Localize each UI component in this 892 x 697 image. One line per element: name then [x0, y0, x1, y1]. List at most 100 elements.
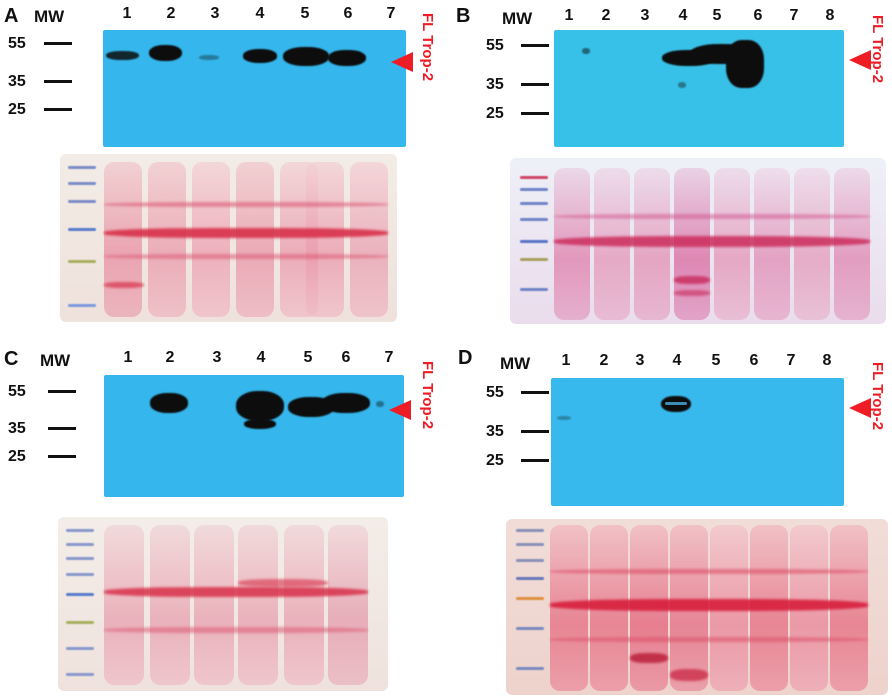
blot-band	[376, 401, 384, 407]
blot-band	[149, 45, 182, 61]
blot-band	[726, 40, 764, 88]
lane-label: 7	[789, 7, 799, 24]
panel-letter: C	[4, 348, 19, 370]
stain-lane	[350, 162, 388, 317]
mw-marker-tick	[521, 459, 549, 462]
ladder-band	[520, 176, 548, 179]
ladder-band	[66, 593, 94, 596]
lane-label: 7	[786, 352, 796, 369]
mw-marker-label: 35	[486, 423, 504, 440]
western-blot-membrane	[554, 30, 844, 147]
stain-band	[674, 290, 710, 296]
lane-label: 2	[166, 5, 176, 22]
mw-marker-label: 55	[8, 383, 26, 400]
lane-label: 3	[640, 7, 650, 24]
lane-label: 2	[165, 349, 175, 366]
lane-label: 4	[678, 7, 688, 24]
panel-letter: D	[458, 347, 473, 369]
lane-label: 3	[210, 5, 220, 22]
stain-lane	[194, 525, 234, 685]
lane-label: 2	[599, 352, 609, 369]
stain-lane	[192, 162, 230, 317]
panel-a: A MW 1 2 3 4 5 6 7 55 35 25 FL Trop-2	[0, 0, 446, 345]
ladder-band	[68, 166, 96, 169]
stain-band	[550, 599, 868, 611]
stain-lane	[104, 525, 144, 685]
mw-marker-tick	[48, 455, 76, 458]
stain-band	[550, 637, 868, 642]
panel-d: D MW 1 2 3 4 5 6 7 8 55 35 25 FL Trop-2	[446, 345, 892, 697]
ladder-band	[66, 557, 94, 560]
lane-label: 6	[343, 5, 353, 22]
mw-marker-label: 25	[8, 448, 26, 465]
blot-band	[106, 51, 139, 60]
blot-band	[236, 391, 284, 421]
stain-band	[104, 254, 388, 259]
lane-label: 5	[300, 5, 310, 22]
ladder-band	[68, 228, 96, 231]
stain-band	[104, 587, 368, 597]
ladder-band	[68, 200, 96, 203]
lane-label: 7	[384, 349, 394, 366]
fl-trop2-label: FL Trop-2	[869, 362, 886, 431]
lane-label: 4	[672, 352, 682, 369]
mw-marker-tick	[521, 83, 549, 86]
ladder-band	[520, 258, 548, 261]
lane-label: 4	[255, 5, 265, 22]
ladder-band	[66, 673, 94, 676]
ladder-band	[68, 182, 96, 185]
stain-band	[104, 627, 368, 633]
mw-marker-label: 55	[486, 37, 504, 54]
blot-band	[328, 50, 366, 66]
lane-label: 7	[386, 5, 396, 22]
mw-marker-label: 35	[486, 76, 504, 93]
mw-marker-tick	[48, 427, 76, 430]
lane-label: 5	[711, 352, 721, 369]
mw-marker-tick	[521, 430, 549, 433]
blot-band	[582, 48, 590, 54]
stain-lane	[238, 525, 278, 685]
stain-band	[674, 276, 710, 284]
mw-marker-label: 35	[8, 420, 26, 437]
lane-label: 8	[825, 7, 835, 24]
ponceau-stain-membrane	[60, 154, 397, 322]
mw-header: MW	[502, 9, 533, 28]
mw-marker-label: 25	[486, 105, 504, 122]
ladder-band	[66, 621, 94, 624]
ladder-band	[66, 529, 94, 532]
ladder-band	[68, 260, 96, 263]
ladder-band	[520, 240, 548, 243]
red-arrow-icon	[849, 50, 871, 70]
ponceau-stain-membrane	[510, 158, 886, 324]
lane-label: 6	[749, 352, 759, 369]
panel-c: C MW 1 2 3 4 5 6 7 55 35 25 FL Trop-2	[0, 345, 446, 697]
fl-trop2-label: FL Trop-2	[419, 361, 436, 430]
mw-marker-tick	[44, 108, 72, 111]
lane-label: 3	[212, 349, 222, 366]
lane-label: 1	[122, 5, 132, 22]
stain-band	[670, 669, 708, 681]
stain-lane	[150, 525, 190, 685]
lane-label: 2	[601, 7, 611, 24]
mw-marker-label: 55	[486, 384, 504, 401]
mw-marker-tick	[521, 112, 549, 115]
lane-label: 5	[303, 349, 313, 366]
stain-lane	[148, 162, 186, 317]
blot-band	[243, 49, 277, 63]
blot-band	[150, 393, 188, 413]
stain-band	[630, 653, 668, 663]
ladder-band	[516, 597, 544, 600]
mw-marker-label: 25	[486, 452, 504, 469]
blot-band	[283, 47, 329, 66]
panel-letter: A	[4, 5, 19, 27]
ladder-band	[516, 577, 544, 580]
panel-b: B MW 1 2 3 4 5 6 7 8 55 35 25 FL Trop-2	[446, 0, 892, 345]
mw-marker-tick	[44, 42, 72, 45]
stain-band	[104, 202, 388, 207]
blot-band	[244, 419, 276, 429]
mw-marker-tick	[44, 80, 72, 83]
stain-band	[550, 569, 868, 574]
ladder-band	[516, 529, 544, 532]
fl-trop2-label: FL Trop-2	[419, 13, 436, 82]
mw-header: MW	[500, 354, 531, 373]
